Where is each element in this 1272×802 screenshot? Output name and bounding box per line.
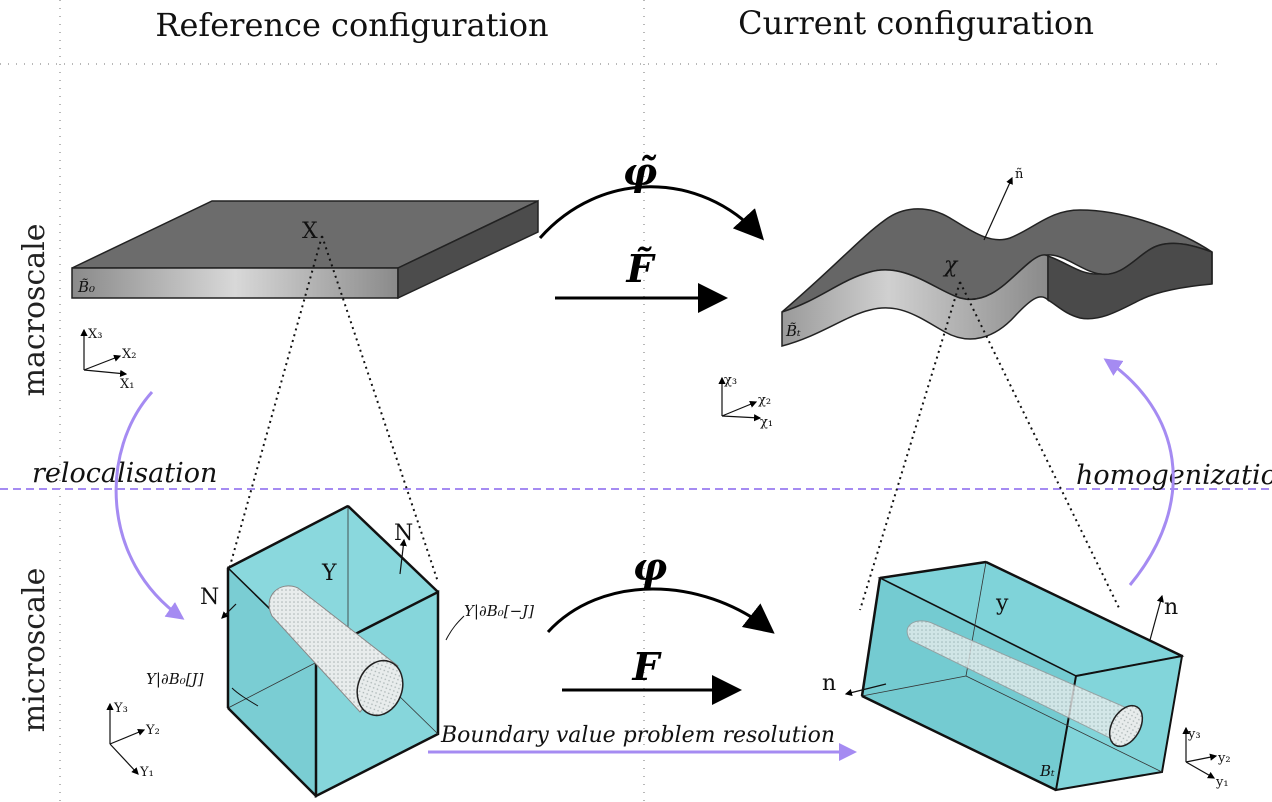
bvp-label: Boundary value problem resolution <box>440 723 835 748</box>
slab-front-face <box>71 267 399 299</box>
label-macroscale: macroscale <box>17 224 52 397</box>
micro-cur-axis-y2: y₂ <box>1217 751 1231 766</box>
micro-ref-normal-right: N <box>394 521 413 546</box>
micro-map-symbol: φ <box>633 544 667 589</box>
micro-ref-point: Y <box>321 561 337 586</box>
macro-normal-label: ñ <box>1015 167 1024 182</box>
micro-ref-axis-y1: Y₁ <box>139 765 154 780</box>
micro-ref-axis-y3: Y₃ <box>113 701 128 716</box>
relocalisation-arrow <box>114 390 185 620</box>
micro-reference-cell: Y N N Y|∂B₀[−J] Y|∂B₀[J] <box>146 504 534 799</box>
label-relocalisation: relocalisation <box>32 458 217 489</box>
micro-current-cell: y Bₜ n n <box>822 560 1185 792</box>
macro-cur-axes <box>718 376 762 422</box>
ref-axis-x1: X₁ <box>120 377 134 392</box>
micro-cur-point: y <box>995 591 1009 616</box>
macro-normal-arrow <box>983 176 1013 241</box>
slab-right-face <box>397 199 539 300</box>
micro-cur-axis-y1: y₁ <box>1215 775 1229 790</box>
micro-gradient-symbol: F <box>632 644 663 689</box>
macro-map-symbol: φ̃ <box>623 149 657 194</box>
micro-cur-normal-right: n <box>1164 595 1178 620</box>
micro-cur-axis-y3: y₃ <box>1187 727 1201 742</box>
macro-gradient-symbol: F̃ <box>626 246 657 291</box>
micro-cur-normal-left: n <box>822 671 836 696</box>
wave-right-face <box>1047 242 1213 320</box>
header-current: Current configuration <box>738 4 1094 42</box>
guide-lines <box>0 0 1220 802</box>
macro-current-slab: B̃ₜ χ ñ <box>781 167 1213 347</box>
cur-axis-x2: χ₂ <box>758 393 771 408</box>
macro-map-arrow <box>538 185 765 241</box>
bc-minus-label: Y|∂B₀[−J] <box>464 602 534 620</box>
macro-reference-slab: B̃₀ X <box>71 199 539 300</box>
cur-body-label: B̃ₜ <box>785 322 801 340</box>
macro-ref-axes <box>80 328 128 378</box>
zoom-lines-current <box>859 281 1121 611</box>
homogenization-arrow <box>1103 358 1175 586</box>
macro-ref-point: X <box>302 219 318 244</box>
ref-axis-x2: X₂ <box>122 347 136 362</box>
micro-ref-normal-left: N <box>200 585 219 610</box>
macro-cur-point: χ <box>942 253 959 278</box>
fiber-section <box>356 659 404 717</box>
cur-axis-x1: χ₁ <box>760 415 773 430</box>
ref-axis-x3: X₃ <box>88 327 102 342</box>
micro-cur-body: Bₜ <box>1039 762 1055 780</box>
bc-plus-label: Y|∂B₀[J] <box>146 670 204 688</box>
fiber-stretched <box>906 620 1137 741</box>
micro-map-arrow <box>546 587 775 634</box>
micro-ref-axis-y2: Y₂ <box>145 723 160 738</box>
label-microscale: microscale <box>17 568 52 733</box>
micro-ref-axes <box>106 702 146 775</box>
zoom-lines-reference <box>229 235 439 583</box>
ref-body-label: B̃₀ <box>77 278 95 296</box>
header-reference: Reference configuration <box>155 6 548 44</box>
fiber-stretched-section <box>1108 704 1144 748</box>
micro-cur-axes <box>1182 726 1218 779</box>
cur-axis-x3: χ₃ <box>724 373 737 388</box>
